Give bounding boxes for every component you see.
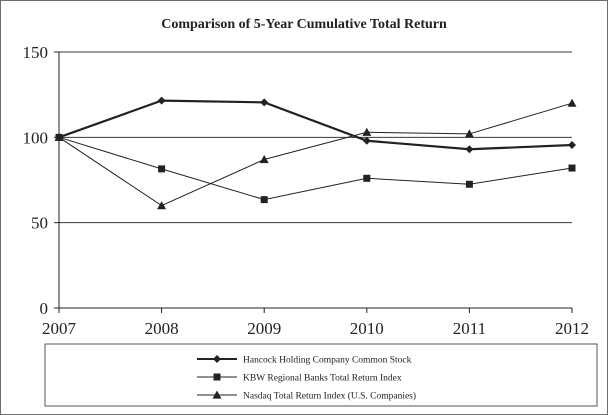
point-diamond-2012: [568, 141, 576, 150]
legend-marker-square: [213, 373, 221, 381]
series-line-triangle: [58, 102, 573, 207]
y-tick-label-50: 50: [31, 214, 48, 233]
series-diamond: [55, 96, 576, 154]
legend-box: [44, 343, 598, 407]
y-tick-label-100: 100: [23, 128, 49, 147]
legend-label-diamond: Hancock Holding Company Common Stock: [243, 356, 412, 366]
series-square: [55, 133, 576, 204]
point-triangle-2008: [157, 201, 167, 210]
x-tick-label-2012: 2012: [555, 319, 589, 338]
legend: Hancock Holding Company Common Stock KBW …: [44, 343, 598, 407]
point-square-2009: [260, 196, 268, 204]
y-tick-label-150: 150: [23, 43, 49, 62]
x-tick-label-2008: 2008: [145, 319, 179, 338]
series-line-square: [58, 136, 573, 201]
x-tick-label-2010: 2010: [350, 319, 384, 338]
series-triangle: [54, 98, 577, 210]
series-line-diamond: [58, 99, 573, 151]
x-tick-label-2011: 2011: [453, 319, 486, 338]
point-diamond-2011: [465, 145, 474, 154]
legend-marker-triangle: [212, 390, 222, 399]
point-triangle-2011: [464, 129, 474, 138]
axes: [54, 51, 573, 313]
y-tick-label-0: 0: [40, 299, 49, 318]
legend-label-square: KBW Regional Banks Total Return Index: [243, 374, 402, 384]
chart-title: Comparison of 5-Year Cumulative Total Re…: [161, 17, 447, 32]
point-square-2010: [363, 174, 371, 182]
point-triangle-2009: [259, 155, 269, 164]
legend-marker-diamond: [213, 355, 221, 363]
point-square-2012: [568, 164, 576, 172]
point-triangle-2012: [567, 98, 577, 107]
x-tick-label-2009: 2009: [247, 319, 281, 338]
point-square-2011: [465, 180, 473, 188]
point-triangle-2010: [362, 127, 372, 136]
gridlines: [59, 51, 572, 224]
point-diamond-2010: [362, 136, 371, 145]
legend-label-triangle: Nasdaq Total Return Index (U.S. Companie…: [243, 391, 416, 402]
point-triangle-2007: [54, 132, 64, 141]
series-lines: [54, 96, 577, 210]
point-diamond-2008: [157, 96, 166, 105]
x-tick-label-2007: 2007: [42, 319, 77, 338]
point-diamond-2009: [260, 98, 269, 107]
tick-labels: 0 50 100 150 2007 2008 2009 2010 2011 2012: [23, 43, 590, 338]
point-square-2008: [158, 165, 166, 173]
